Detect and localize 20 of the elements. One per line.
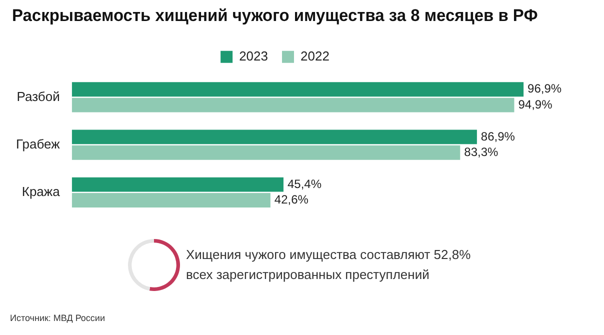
data-label: 83,3% [464,144,499,159]
data-label: 45,4% [287,176,322,191]
data-label: 96,9% [528,82,562,96]
bar [72,177,284,192]
legend-label: 2022 [300,48,330,64]
bar [72,130,477,144]
data-label: 86,9% [480,129,516,144]
text: Хищения чужого имущества составляют 52,8% всех зарегистрированных преступлений [186,246,472,284]
bar [72,98,514,112]
y-tick-label: Разбой [16,88,60,104]
bar [72,145,460,160]
text: Источник: МВД России [10,313,105,323]
y-tick-label: Кража [22,184,61,199]
y-tick-label: Грабеж [16,136,60,152]
chart-title: Раскрываемость хищений чужого имущества за 8 месяцев в РФ [12,6,538,25]
bar [72,82,524,97]
data-label: 94,9% [518,97,553,112]
legend-label: 2023 [239,48,268,64]
bar [72,193,270,208]
data-label: 42,6% [274,192,309,207]
